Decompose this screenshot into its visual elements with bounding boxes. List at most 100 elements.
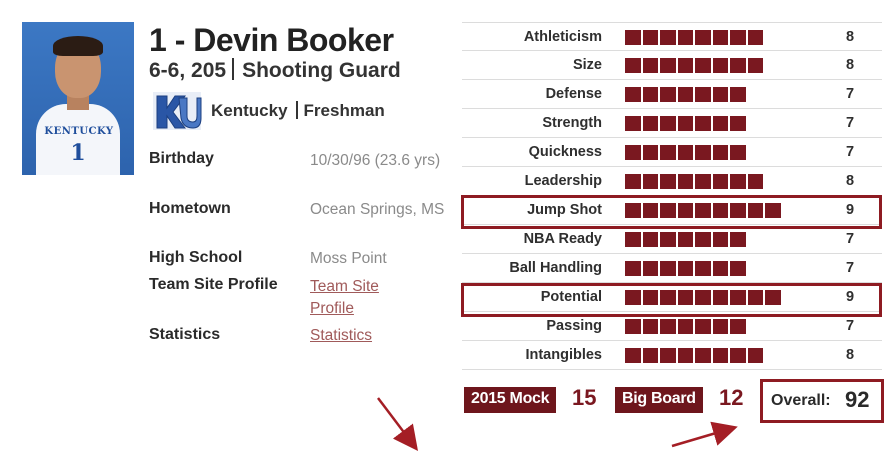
rating-bar-segment [712,30,728,45]
rating-bar-segment [765,290,781,305]
rating-value: 7 [846,318,855,334]
rating-bar-segment [660,348,676,363]
rating-bar-segment [642,319,658,334]
rating-bar-segment [712,348,728,363]
rating-bar-segment [712,174,728,189]
rating-label: Intangibles [525,347,602,363]
kentucky-uk-logo-icon [153,92,202,130]
rating-bar-segment [747,174,763,189]
rating-row: Intangibles 8 [462,341,882,370]
annotation-arrow-icon [377,397,419,451]
rating-bar-segment [660,203,676,218]
annotation-arrow-icon [671,421,738,448]
rating-bar-segment [730,261,746,276]
info-value-hometown: Ocean Springs, MS [310,201,445,218]
rating-row: Leadership 8 [462,167,882,196]
rating-bar-segment [730,58,746,73]
rating-value: 7 [846,144,855,160]
rating-bar-segment [730,290,746,305]
rating-bar-segment [730,348,746,363]
rating-bar [625,174,763,189]
rating-value: 8 [846,173,855,189]
jersey [36,104,120,175]
player-class: Freshman [303,101,385,120]
mock-badge: 2015 Mock [464,387,557,413]
rating-row: Jump Shot 9 [462,196,882,225]
rating-bar [625,261,746,276]
rating-bar-segment [642,116,658,131]
big-board-value: 12 [719,385,744,410]
rating-row: Quickness 7 [462,138,882,167]
rating-bar-segment [625,145,641,160]
rating-bar-segment [695,232,711,247]
rating-bar-segment [677,232,693,247]
rating-bar [625,30,763,45]
rating-bar-segment [712,58,728,73]
info-label-statistics: Statistics [149,326,221,343]
rating-bar-segment [677,348,693,363]
rating-value: 7 [846,260,855,276]
rating-bar-segment [642,261,658,276]
school-class-line: Kentucky Freshman [211,101,385,121]
rating-label: Quickness [528,144,602,160]
divider [295,101,298,119]
divider [232,58,235,80]
overall-label: Overall: [771,392,831,409]
player-position: Shooting Guard [242,59,401,82]
rating-value: 7 [846,115,855,131]
rating-bar-segment [677,261,693,276]
rating-row: Defense 7 [462,80,882,109]
rating-bar-segment [730,174,746,189]
info-label-hometown: Hometown [149,200,231,217]
team-site-profile-link[interactable]: Team Site Profile [310,278,379,317]
rating-bar-segment [730,232,746,247]
rating-bar-segment [747,348,763,363]
info-label-team-site: Team Site Profile [149,276,278,293]
info-label-high-school: High School [149,249,243,266]
rating-bar-segment [730,319,746,334]
rating-bar-segment [730,203,746,218]
rating-bar-segment [660,116,676,131]
rating-bar [625,145,746,160]
rating-bar [625,203,781,218]
rating-bar-segment [712,319,728,334]
rating-value: 8 [846,29,855,45]
rating-label: Size [572,57,602,73]
big-board-badge: Big Board [615,387,703,413]
statistics-link[interactable]: Statistics [310,327,373,344]
overall-box: Overall: 92 [760,379,884,423]
rating-bar-segment [625,261,641,276]
rating-bar-segment [695,203,711,218]
rating-bar-segment [642,30,658,45]
rating-value: 7 [846,231,855,247]
rating-label: Potential [540,289,602,305]
rating-bar-segment [712,261,728,276]
rating-bar-segment [695,261,711,276]
rating-value: 9 [846,202,855,218]
rating-bar-segment [765,203,781,218]
rating-bar-segment [712,87,728,102]
ratings-table: Athleticism 8 Size 8 Defense 7 Strength 7 Quickn… [462,22,882,370]
rating-bar-segment [730,87,746,102]
player-subtitle: 6-6, 205 Shooting Guard [149,58,401,83]
rating-row: NBA Ready 7 [462,225,882,254]
rating-bar-segment [677,290,693,305]
info-label-birthday: Birthday [149,150,214,167]
rating-bar-segment [712,116,728,131]
rating-bar [625,232,746,247]
rating-label: Athleticism [523,29,602,45]
info-value-high-school: Moss Point [310,250,387,267]
rating-bar-segment [712,203,728,218]
rating-bar-segment [695,174,711,189]
rating-bar-segment [625,203,641,218]
rating-bar-segment [677,116,693,131]
rating-bar-segment [642,58,658,73]
rating-bar [625,319,746,334]
rating-row: Ball Handling 7 [462,254,882,283]
rating-bar-segment [660,232,676,247]
school-name: Kentucky [211,101,288,120]
rating-bar-segment [747,290,763,305]
rating-label: Jump Shot [527,202,602,218]
rating-label: Strength [542,115,602,131]
height-weight: 6-6, 205 [149,59,227,82]
